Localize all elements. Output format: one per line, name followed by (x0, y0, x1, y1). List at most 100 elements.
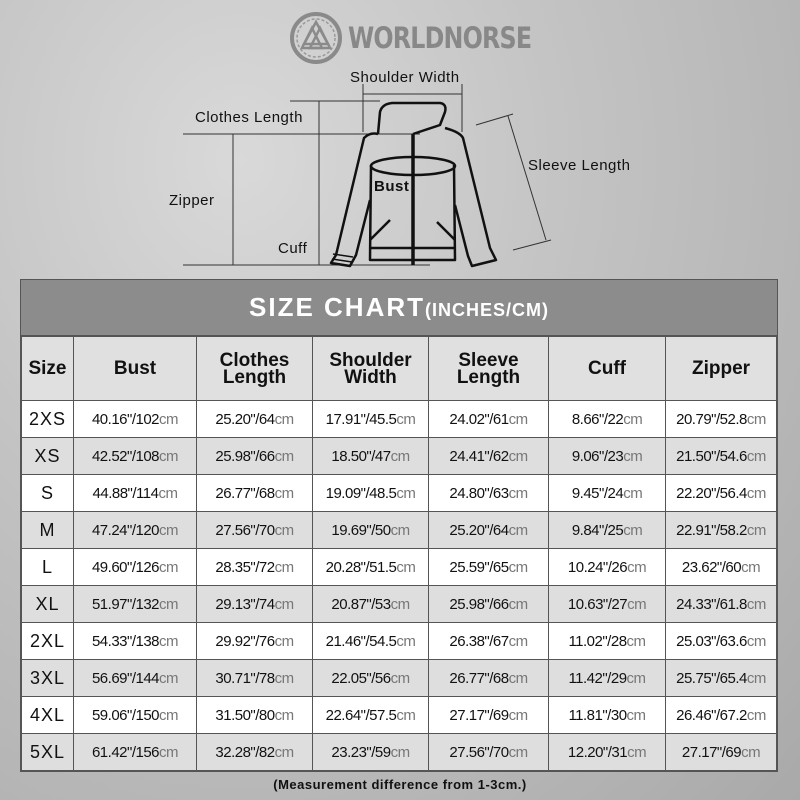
measurement-cell: 22.05"/56cm (312, 659, 429, 697)
column-header: Clothes Length (196, 336, 313, 401)
measurement-cell: 40.16"/102cm (73, 400, 197, 438)
measurement-value: 26.46"/67.2 (676, 706, 747, 724)
measurement-cell: 27.56"/70cm (196, 511, 313, 549)
measurement-cell: 19.09"/48.5cm (312, 474, 429, 512)
measurement-cell: 9.06"/23cm (548, 437, 666, 475)
unit-label: cm (274, 521, 295, 539)
unit-label: cm (159, 595, 179, 613)
unit-label: cm (390, 595, 411, 613)
unit-label: cm (627, 743, 647, 761)
label-shoulder-width: Shoulder Width (350, 69, 460, 86)
measurement-cell: 10.63"/27cm (548, 585, 666, 623)
measurement-value: 56.69"/144 (91, 669, 160, 687)
measurement-value: 23.23"/59 (331, 743, 391, 761)
table-row: 5XL 61.42"/156cm 32.28"/82cm 23.23"/59cm 27.… (21, 733, 777, 771)
table-row: XS 42.52"/108cm 25.98"/66cm 18.50"/47cm 24.4… (21, 437, 777, 475)
unit-label: cm (746, 447, 767, 465)
measurement-value: 28.35"/72 (215, 558, 275, 576)
measurement-value: 11.42"/29 (568, 669, 627, 687)
measurement-value: 49.60"/126 (91, 558, 160, 576)
unit-label: cm (159, 447, 179, 465)
measurement-value: 9.06"/23 (571, 447, 624, 465)
measurement-value: 25.75"/65.4 (676, 669, 747, 687)
measurement-value: 22.64"/57.5 (325, 706, 397, 724)
unit-label: cm (508, 447, 529, 465)
measurement-cell: 27.17"/69cm (428, 696, 549, 734)
measurement-value: 51.97"/132 (91, 595, 160, 613)
measurement-cell: 47.24"/120cm (73, 511, 197, 549)
unit-label: cm (508, 669, 529, 687)
measurement-cell: 21.50"/54.6cm (665, 437, 777, 475)
measurement-cell: 29.13"/74cm (196, 585, 313, 623)
measurement-value: 29.92"/76 (215, 632, 275, 650)
measurement-value: 27.17"/69 (681, 743, 742, 761)
measurement-value: 31.50"/80 (215, 706, 275, 724)
measurement-cell: 26.77"/68cm (196, 474, 313, 512)
measurement-value: 30.71"/78 (215, 669, 275, 687)
unit-label: cm (159, 521, 179, 539)
measurement-value: 27.56"/70 (215, 521, 275, 539)
measurement-cell: 23.62"/60cm (665, 548, 777, 586)
measurement-value: 8.66"/22 (571, 410, 624, 428)
label-clothes-length: Clothes Length (195, 109, 303, 126)
measurement-value: 18.50"/47 (331, 447, 391, 465)
measurement-cell: 54.33"/138cm (73, 622, 197, 660)
measurement-cell: 25.20"/64cm (196, 400, 313, 438)
unit-label: cm (396, 484, 416, 502)
measurement-value: 25.20"/64 (215, 410, 275, 428)
measurement-cell: 9.45"/24cm (548, 474, 666, 512)
unit-label: cm (627, 558, 647, 576)
measurement-value: 20.79"/52.8 (676, 410, 747, 428)
unit-label: cm (159, 706, 179, 724)
measurement-cell: 27.17"/69cm (665, 733, 777, 771)
measurement-value: 44.88"/114 (92, 484, 159, 502)
table-header-row: Size Bust Clothes Length Shoulder Width Slee… (21, 336, 777, 401)
measurement-value: 21.50"/54.6 (676, 447, 747, 465)
unit-label: cm (746, 632, 767, 650)
measurement-value: 9.45"/24 (571, 484, 624, 502)
table-row: 4XL 59.06"/150cm 31.50"/80cm 22.64"/57.5cm 2… (21, 696, 777, 734)
measurement-value: 23.62"/60 (681, 558, 742, 576)
title-units: (INCHES/CM) (425, 300, 549, 320)
measurement-value: 19.69"/50 (331, 521, 391, 539)
measurement-cell: 59.06"/150cm (73, 696, 197, 734)
measurement-cell: 24.02"/61cm (428, 400, 549, 438)
unit-label: cm (396, 410, 416, 428)
unit-label: cm (396, 558, 416, 576)
measurement-cell: 10.24"/26cm (548, 548, 666, 586)
measurement-value: 11.02"/28 (568, 632, 627, 650)
size-cell: M (21, 511, 74, 549)
measurement-value: 59.06"/150 (91, 706, 160, 724)
table-row: S 44.88"/114cm 26.77"/68cm 19.09"/48.5cm 24.… (21, 474, 777, 512)
measurement-value: 10.24"/26 (567, 558, 628, 576)
unit-label: cm (623, 410, 643, 428)
measurement-cell: 25.03"/63.6cm (665, 622, 777, 660)
size-table: Size Bust Clothes Length Shoulder Width Slee… (21, 336, 777, 771)
table-row: 2XS 40.16"/102cm 25.20"/64cm 17.91"/45.5cm 2… (21, 400, 777, 438)
measurement-value: 32.28"/82 (215, 743, 275, 761)
measurement-cell: 29.92"/76cm (196, 622, 313, 660)
measurement-cell: 22.64"/57.5cm (312, 696, 429, 734)
measurement-value: 27.17"/69 (449, 706, 509, 724)
unit-label: cm (508, 521, 529, 539)
label-bust: Bust (374, 178, 410, 195)
measurement-value: 25.20"/64 (449, 521, 509, 539)
column-header: Shoulder Width (312, 336, 429, 401)
measurement-value: 22.05"/56 (331, 669, 391, 687)
unit-label: cm (626, 669, 647, 687)
measurement-cell: 61.42"/156cm (73, 733, 197, 771)
unit-label: cm (274, 558, 295, 576)
measurement-value: 17.91"/45.5 (325, 410, 397, 428)
unit-label: cm (508, 484, 529, 502)
unit-label: cm (274, 632, 295, 650)
measurement-cell: 25.20"/64cm (428, 511, 549, 549)
measurement-cell: 27.56"/70cm (428, 733, 549, 771)
hoodie-measurement-diagram (183, 84, 552, 268)
column-header: Size (21, 336, 74, 401)
measurement-cell: 28.35"/72cm (196, 548, 313, 586)
measurement-value: 61.42"/156 (91, 743, 160, 761)
column-header: Bust (73, 336, 197, 401)
size-cell: L (21, 548, 74, 586)
measurement-cell: 49.60"/126cm (73, 548, 197, 586)
measurement-cell: 23.23"/59cm (312, 733, 429, 771)
